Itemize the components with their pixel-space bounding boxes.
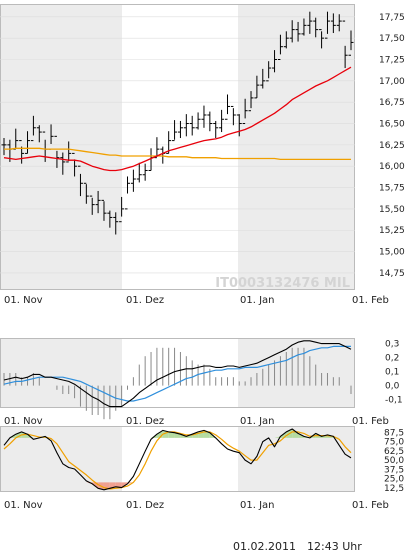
macd-line bbox=[3, 340, 352, 408]
price-y-tick-label: 15,25 bbox=[379, 226, 405, 236]
macd-panel-shade-2 bbox=[238, 338, 355, 408]
stochastic-x-tick-label: 01. Feb bbox=[352, 500, 389, 511]
stochastic-d-line bbox=[3, 431, 352, 490]
price-y-tick-label: 14,75 bbox=[379, 269, 405, 279]
ma-short-line bbox=[3, 66, 352, 172]
stochastic-k-line bbox=[3, 428, 352, 491]
overbought-fill bbox=[168, 431, 175, 438]
price-y-tick-label: 16,00 bbox=[379, 162, 405, 172]
stochastic-y-tick-label: 25,0 bbox=[384, 475, 404, 485]
macd-y-tick-label: 0,2 bbox=[385, 354, 399, 364]
price-x-tick-label: 01. Feb bbox=[352, 295, 389, 306]
macd-panel-shade-1 bbox=[0, 338, 122, 408]
ma-long-line bbox=[4, 147, 351, 161]
price-y-tick-label: 16,75 bbox=[379, 98, 405, 108]
price-x-tick-label: 01. Nov bbox=[4, 295, 43, 306]
overbought-fill bbox=[274, 436, 281, 438]
macd-y-tick-label: 0,0 bbox=[385, 382, 400, 392]
price-y-tick-label: 17,00 bbox=[379, 77, 405, 87]
macd-y-tick-label: 0,1 bbox=[385, 368, 399, 378]
price-y-tick-label: 17,75 bbox=[379, 13, 405, 23]
price-panel-shade-2 bbox=[238, 4, 355, 290]
stochastic-y-tick-label: 62,5 bbox=[384, 447, 404, 457]
stochastic-y-tick-label: 37,5 bbox=[384, 465, 404, 475]
macd-x-tick-label: 01. Jan bbox=[240, 416, 275, 427]
price-y-tick-label: 17,25 bbox=[379, 55, 405, 65]
price-y-tick-label: 15,00 bbox=[379, 248, 405, 258]
macd-panel-frame bbox=[0, 338, 355, 408]
stochastic-y-tick-label: 87,5 bbox=[384, 428, 404, 438]
footer-date: 01.02.2011 bbox=[233, 540, 296, 553]
stochastic-x-tick-label: 01. Jan bbox=[240, 500, 275, 511]
stochastic-panel-frame bbox=[0, 426, 355, 492]
macd-y-tick-label: -0,1 bbox=[385, 396, 403, 406]
macd-x-tick-label: 01. Nov bbox=[4, 416, 43, 427]
stochastic-y-tick-label: 75,0 bbox=[384, 438, 404, 448]
price-y-tick-label: 17,50 bbox=[379, 34, 405, 44]
price-x-tick-label: 01. Jan bbox=[240, 295, 275, 306]
macd-x-tick-label: 01. Feb bbox=[352, 416, 389, 427]
overbought-fill bbox=[15, 431, 22, 438]
footer-time: 12:43 Uhr bbox=[307, 540, 362, 553]
macd-signal-line bbox=[3, 345, 351, 402]
overbought-fill bbox=[292, 428, 299, 438]
price-panel-shade-1 bbox=[0, 4, 122, 290]
price-y-tick-label: 16,50 bbox=[379, 120, 405, 130]
stochastic-x-tick-label: 01. Dez bbox=[126, 500, 164, 511]
oversold-fill bbox=[115, 482, 122, 488]
macd-x-tick-label: 01. Dez bbox=[126, 416, 164, 427]
price-y-tick-label: 15,50 bbox=[379, 205, 405, 215]
price-panel-frame bbox=[0, 4, 355, 290]
stochastic-x-tick-label: 01. Nov bbox=[4, 500, 43, 511]
price-x-tick-label: 01. Dez bbox=[126, 295, 164, 306]
price-y-tick-label: 15,75 bbox=[379, 184, 405, 194]
watermark: IT0003132476 MIL bbox=[215, 276, 350, 291]
stochastic-y-tick-label: 12,5 bbox=[384, 484, 404, 494]
price-y-tick-label: 16,25 bbox=[379, 141, 405, 151]
macd-y-tick-label: 0,3 bbox=[385, 340, 399, 350]
stochastic-y-tick-label: 50,0 bbox=[384, 456, 404, 466]
